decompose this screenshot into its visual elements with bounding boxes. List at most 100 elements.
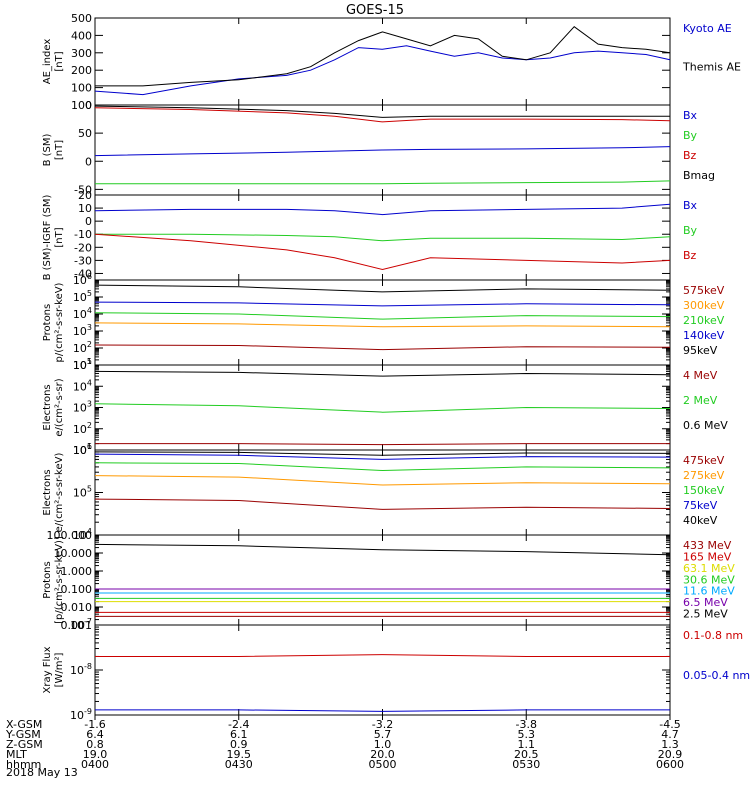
y-tick-label: 103 — [73, 400, 92, 415]
y-tick-label: 300 — [71, 47, 92, 60]
series-line — [94, 370, 671, 377]
ephemeris-value: 1.0 — [374, 738, 392, 751]
ephemeris-value: 0.9 — [230, 738, 248, 751]
legend-entry: Bmag — [683, 169, 715, 182]
y-tick-label: 0 — [85, 99, 92, 112]
series-line — [94, 107, 671, 123]
legend-entry: 30.6 MeV — [683, 573, 735, 586]
ephemeris-row-label: MLT — [6, 748, 27, 761]
legend-entry: 63.1 MeV — [683, 562, 735, 575]
y-tick-label: 20 — [78, 189, 92, 202]
ephemeris-value: -2.4 — [228, 718, 249, 731]
y-axis-unit: e/(cm²-s-sr) — [54, 378, 65, 436]
y-tick-label: 0.010 — [61, 601, 93, 614]
ephemeris-value: 0600 — [656, 758, 684, 771]
ephemeris-value: 20.0 — [370, 748, 395, 761]
legend-entry: 75keV — [683, 499, 718, 512]
series-line — [95, 709, 670, 712]
series-line — [94, 475, 671, 486]
y-tick-label: 103 — [73, 323, 92, 338]
series-line — [94, 322, 671, 328]
y-tick-label: 10-9 — [70, 707, 92, 722]
legend-entry: 210keV — [683, 314, 725, 327]
y-tick-label: 10-7 — [70, 617, 92, 632]
y-tick-label: 104 — [73, 378, 92, 393]
panel-8: 10-9 10-8 10-7 Xray Flux [W/m²] 0.1-0.8 nm 0.0… — [42, 617, 750, 722]
y-tick-label: 102 — [73, 421, 92, 436]
legend-entry: 140keV — [683, 329, 725, 342]
legend-entry: 11.6 MeV — [683, 585, 735, 598]
ephemeris-value: 19.0 — [83, 748, 108, 761]
chart-title: GOES-15 — [346, 3, 404, 18]
panel-7: 0.001 0.010 0.100 1.000 10.000 100.000 Protons… — [42, 529, 735, 632]
legend-entry: 150keV — [683, 484, 725, 497]
y-tick-label: -20 — [74, 241, 92, 254]
ephemeris-value: -4.5 — [659, 718, 680, 731]
y-tick-label: 106 — [73, 272, 92, 287]
series-line — [95, 233, 671, 242]
legend-entry: By — [683, 224, 698, 237]
y-axis-unit: [W/m²] — [54, 652, 65, 687]
y-tick-label: 100.000 — [47, 529, 93, 542]
series-line — [94, 453, 671, 460]
series-line — [94, 105, 670, 118]
series-line — [94, 312, 671, 320]
y-tick-label: 400 — [71, 29, 92, 42]
ephemeris-value: 0400 — [81, 758, 109, 771]
time-axis — [94, 715, 671, 720]
series-line — [94, 45, 671, 96]
series-line — [95, 443, 670, 446]
ephemeris-value: -3.8 — [516, 718, 537, 731]
ephemeris-value: 20.5 — [514, 748, 539, 761]
series-line — [95, 654, 670, 657]
legend-entry: 575keV — [683, 284, 725, 297]
date-label: 2018 May 13 — [6, 766, 78, 779]
ephemeris-value: 6.1 — [230, 728, 248, 741]
y-tick-label: 0 — [85, 155, 92, 168]
y-tick-label: -50 — [74, 183, 92, 196]
panel-6: 104 105 106 Electrons e/(cm²-s-sr-keV) 475keV… — [42, 442, 725, 542]
legend-entry: 0.1-0.8 nm — [683, 629, 743, 642]
y-tick-label: 105 — [73, 485, 92, 500]
y-tick-label: 10.000 — [54, 547, 93, 560]
legend-entry: 4 MeV — [683, 369, 718, 382]
y-axis-label: Electrons — [42, 384, 53, 430]
y-axis-unit: [p/(cm²-s-sr-keV)] — [54, 536, 65, 624]
y-axis-label: Protons — [42, 561, 53, 598]
ephemeris-value: 1.1 — [518, 738, 536, 751]
y-tick-label: 100 — [71, 99, 92, 112]
y-tick-label: 104 — [73, 306, 92, 321]
series-line — [94, 543, 671, 556]
legend-entry: 475keV — [683, 454, 725, 467]
ephemeris-row-label: hhmm — [6, 758, 41, 771]
series-line — [94, 344, 671, 351]
legend-entry: 165 MeV — [683, 550, 732, 563]
series-line — [94, 146, 671, 157]
legend-entry: Bx — [683, 109, 698, 122]
panel-frame — [94, 194, 671, 281]
y-axis-unit: p/(cm²-s-sr-keV) — [54, 282, 65, 362]
y-axis-unit: [nT] — [54, 140, 65, 160]
series-line — [95, 180, 671, 185]
legend-entry: Themis AE — [682, 61, 741, 74]
legend-entry: 95keV — [683, 344, 718, 357]
y-tick-label: 105 — [73, 357, 92, 372]
y-tick-label: 10 — [78, 202, 92, 215]
y-tick-label: 101 — [73, 442, 92, 457]
ephemeris-value: 0.8 — [86, 738, 104, 751]
ephemeris-value: 0530 — [512, 758, 540, 771]
series-line — [94, 498, 671, 510]
y-axis-label: AE_index — [42, 39, 53, 85]
series-line — [94, 451, 671, 456]
series-line — [94, 403, 671, 413]
y-axis-unit: [nT] — [54, 227, 65, 247]
legend-entry: By — [683, 129, 698, 142]
legend-entry: Bz — [683, 249, 697, 262]
legend-entry: 275keV — [683, 469, 725, 482]
ephemeris-value: 0430 — [225, 758, 253, 771]
y-tick-label: 106 — [73, 442, 92, 457]
series-line — [94, 462, 671, 472]
